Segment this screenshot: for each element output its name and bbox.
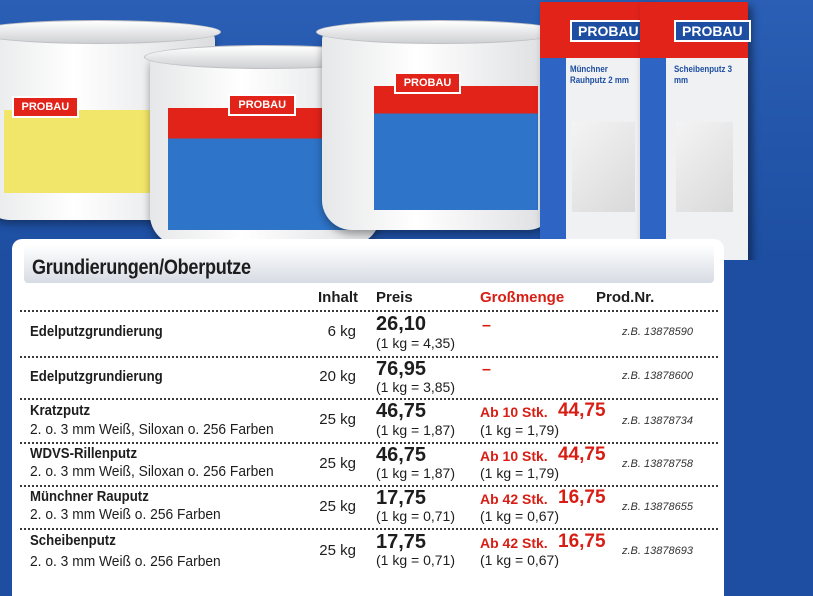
bag-product-name: Scheibenputz 3 mm [674,64,733,85]
row-bulk-label: Ab 42 Stk. [480,535,548,551]
bag-image [572,122,635,212]
row-qty: 20 kg [319,368,356,385]
divider [20,442,718,444]
brand-logo: PROBAU [570,20,647,42]
row-name: Edelputzgrundierung [30,368,163,385]
brand-logo: PROBAU [11,95,80,118]
row-bulk-price: 16,75 [558,487,606,508]
row-bulk-price: 16,75 [558,531,606,552]
row-bulk-unit-price: (1 kg = 1,79) [480,422,559,438]
row-qty: 6 kg [327,323,356,340]
divider [20,485,718,487]
bag-muenchner-rauhputz: PROBAU Münchner Rauhputz 2 mm [540,2,650,252]
row-prod-nr: z.B. 13878600 [622,370,693,382]
row-variant: 2. o. 3 mm Weiß, Siloxan o. 256 Farben [30,421,274,438]
row-qty: 25 kg [319,542,356,559]
row-price: 46,75 [376,444,427,466]
row-price: 46,75 [376,400,427,422]
row-variant: 2. o. 3 mm Weiß o. 256 Farben [30,553,221,570]
col-head-inhalt: Inhalt [318,289,358,306]
row-bulk-label: Ab 10 Stk. [480,448,548,464]
bag-product-name: Münchner Rauhputz 2 mm [570,64,629,85]
row-unit-price: (1 kg = 1,87) [376,465,455,481]
bag-scheibenputz: PROBAU Scheibenputz 3 mm [640,2,751,260]
row-unit-price: (1 kg = 4,35) [376,335,455,351]
row-unit-price: (1 kg = 1,87) [376,422,455,438]
row-prod-nr: z.B. 13878734 [622,415,693,427]
row-variant: 2. o. 3 mm Weiß o. 256 Farben [30,506,221,523]
brand-logo: PROBAU [674,20,751,42]
col-head-prodnr: Prod.Nr. [596,289,655,306]
row-bulk-dash: – [482,361,491,378]
row-name: Scheibenputz [30,532,116,549]
row-bulk-unit-price: (1 kg = 1,79) [480,465,559,481]
bag-image [676,122,733,212]
bucket-rim [316,20,563,44]
row-bulk-unit-price: (1 kg = 0,67) [480,552,559,568]
row-variant: 2. o. 3 mm Weiß, Siloxan o. 256 Farben [30,463,274,480]
table-title: Grundierungen/Oberputze [32,256,251,279]
divider [20,356,718,358]
row-unit-price: (1 kg = 0,71) [376,552,455,568]
row-qty: 25 kg [319,411,356,428]
row-qty: 25 kg [319,498,356,515]
row-price: 26,10 [376,313,427,335]
row-prod-nr: z.B. 13878693 [622,545,693,557]
table-header-bar [24,245,714,283]
brand-logo: PROBAU [393,72,462,94]
price-table: Grundierungen/Oberputze Inhalt Preis Gro… [12,239,724,596]
row-qty: 25 kg [319,455,356,472]
product-photo: PROBAU PROBAU PROBAU PROBAU Münchner Rau… [0,0,813,260]
row-bulk-price: 44,75 [558,444,606,465]
divider [20,310,718,312]
brand-logo: PROBAU [228,94,297,117]
bucket-label: PROBAU [373,72,539,210]
row-price: 17,75 [376,487,427,509]
row-bulk-label: Ab 42 Stk. [480,491,548,507]
row-price: 76,95 [376,358,427,380]
row-name: Edelputzgrundierung [30,323,163,340]
row-unit-price: (1 kg = 3,85) [376,379,455,395]
col-head-grossmenge: Großmenge [480,289,565,306]
row-bulk-label: Ab 10 Stk. [480,404,548,420]
divider [20,528,718,530]
divider [20,398,718,400]
row-name: WDVS-Rillenputz [30,445,138,462]
row-prod-nr: z.B. 13878590 [622,326,693,338]
row-price: 17,75 [376,531,427,553]
row-prod-nr: z.B. 13878758 [622,458,693,470]
bucket-rillenputz: PROBAU [316,20,563,230]
row-name: Münchner Rauputz [30,488,149,505]
row-bulk-dash: – [482,317,491,334]
row-prod-nr: z.B. 13878655 [622,501,693,513]
row-bulk-unit-price: (1 kg = 0,67) [480,508,559,524]
col-head-preis: Preis [376,289,413,306]
bucket-rim [0,20,221,44]
row-unit-price: (1 kg = 0,71) [376,508,455,524]
row-name: Kratzputz [30,402,91,419]
row-bulk-price: 44,75 [558,400,606,421]
